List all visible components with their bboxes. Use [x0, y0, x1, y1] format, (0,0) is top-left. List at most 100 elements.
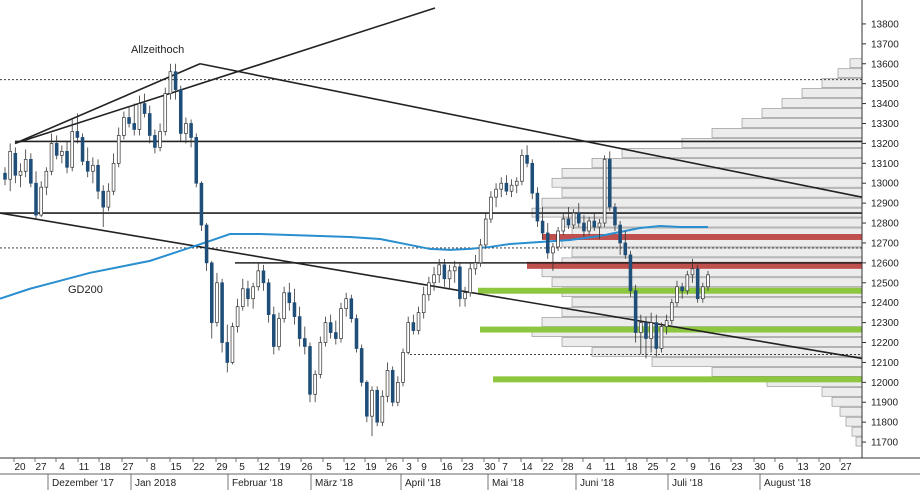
- candle-body: [132, 123, 136, 130]
- candle-body: [421, 294, 426, 313]
- gd200-line: [0, 225, 708, 300]
- y-tick-label: 13400: [871, 99, 899, 110]
- x-day-label: 19: [365, 462, 377, 473]
- candle-body: [442, 264, 447, 280]
- trend-line: [199, 62, 863, 198]
- candle: [60, 145, 64, 164]
- candle: [380, 390, 385, 427]
- x-day-label: 30: [754, 462, 766, 473]
- candle: [122, 111, 126, 140]
- candle-body: [344, 298, 348, 310]
- x-day-label: 20: [14, 462, 26, 473]
- candle-body: [680, 286, 684, 292]
- x-day-label: 11: [605, 462, 616, 473]
- candle: [530, 159, 535, 200]
- candle: [256, 262, 261, 291]
- candle: [365, 380, 369, 423]
- candle-body: [91, 164, 95, 172]
- candle: [178, 85, 183, 142]
- candle-body: [49, 143, 54, 172]
- y-tick-label: 12700: [871, 238, 899, 249]
- candle: [359, 344, 364, 387]
- candle: [34, 171, 38, 220]
- annotation-gd200: GD200: [68, 284, 103, 296]
- candle: [235, 298, 240, 333]
- candle: [220, 278, 224, 353]
- candle: [80, 133, 85, 166]
- x-day-label: 20: [819, 462, 831, 473]
- x-day-label: 18: [99, 462, 111, 473]
- candle-body: [272, 314, 276, 347]
- candle-body: [535, 192, 540, 222]
- candle-body: [509, 184, 514, 192]
- candle-body: [561, 218, 566, 232]
- y-tick-label: 13300: [871, 119, 899, 130]
- x-day-label: 12: [258, 462, 270, 473]
- candle: [514, 177, 519, 194]
- candle-body: [675, 286, 679, 304]
- profile-bar: [591, 158, 863, 168]
- candle-body: [499, 182, 504, 190]
- y-tick-label: 12800: [871, 219, 899, 230]
- y-tick-label: 13000: [871, 179, 899, 190]
- profile-bar: [541, 317, 863, 327]
- candle-body: [34, 182, 38, 216]
- candle-body: [649, 322, 653, 339]
- candlestick-series: [3, 63, 710, 437]
- x-day-label: 22: [193, 462, 205, 473]
- candle-body: [246, 288, 250, 300]
- candle-body: [633, 290, 638, 333]
- candle-body: [220, 282, 224, 343]
- candle: [608, 151, 612, 212]
- candle-body: [530, 162, 535, 194]
- candle-body: [494, 188, 498, 198]
- candle-body: [602, 158, 607, 224]
- candle: [416, 306, 421, 335]
- candle: [597, 219, 602, 239]
- candle: [328, 314, 333, 339]
- candle-body: [654, 322, 659, 349]
- support-resistance-zones: [478, 233, 862, 383]
- candle-body: [670, 302, 674, 321]
- x-day-label: 9: [690, 462, 696, 473]
- candle: [406, 316, 410, 355]
- candle: [623, 231, 628, 259]
- profile-bar: [561, 217, 863, 228]
- candle-body: [639, 322, 643, 333]
- candle: [442, 258, 447, 287]
- candle: [396, 376, 400, 407]
- candle-body: [256, 270, 261, 288]
- candle: [184, 117, 188, 144]
- profile-bar: [551, 177, 863, 188]
- candle-body: [385, 370, 390, 397]
- profile-bar: [571, 297, 863, 307]
- y-tick-label: 12300: [871, 318, 899, 329]
- x-day-label: 5: [239, 462, 245, 473]
- x-day-label: 12: [344, 462, 356, 473]
- candle: [592, 213, 597, 232]
- profile-bar: [801, 88, 863, 98]
- x-day-label: 16: [441, 462, 453, 473]
- candle: [266, 278, 271, 323]
- candle: [354, 314, 359, 353]
- x-day-label: 27: [35, 462, 47, 473]
- candle: [194, 133, 199, 188]
- candle-body: [199, 182, 204, 226]
- y-tick-label: 11700: [871, 438, 899, 449]
- x-day-label: 2: [670, 462, 676, 473]
- candle-body: [251, 286, 255, 300]
- candle: [132, 103, 136, 136]
- candle: [447, 264, 452, 289]
- candle: [8, 143, 12, 192]
- candle-body: [349, 298, 354, 319]
- candle-body: [168, 71, 173, 94]
- trend-line: [14, 7, 436, 145]
- candle: [204, 223, 209, 271]
- profile-bar: [845, 416, 863, 427]
- candle: [577, 203, 581, 228]
- candle-body: [163, 93, 168, 132]
- candle: [29, 153, 33, 188]
- candle: [427, 276, 431, 301]
- candle: [147, 105, 152, 144]
- candle-body: [137, 103, 142, 130]
